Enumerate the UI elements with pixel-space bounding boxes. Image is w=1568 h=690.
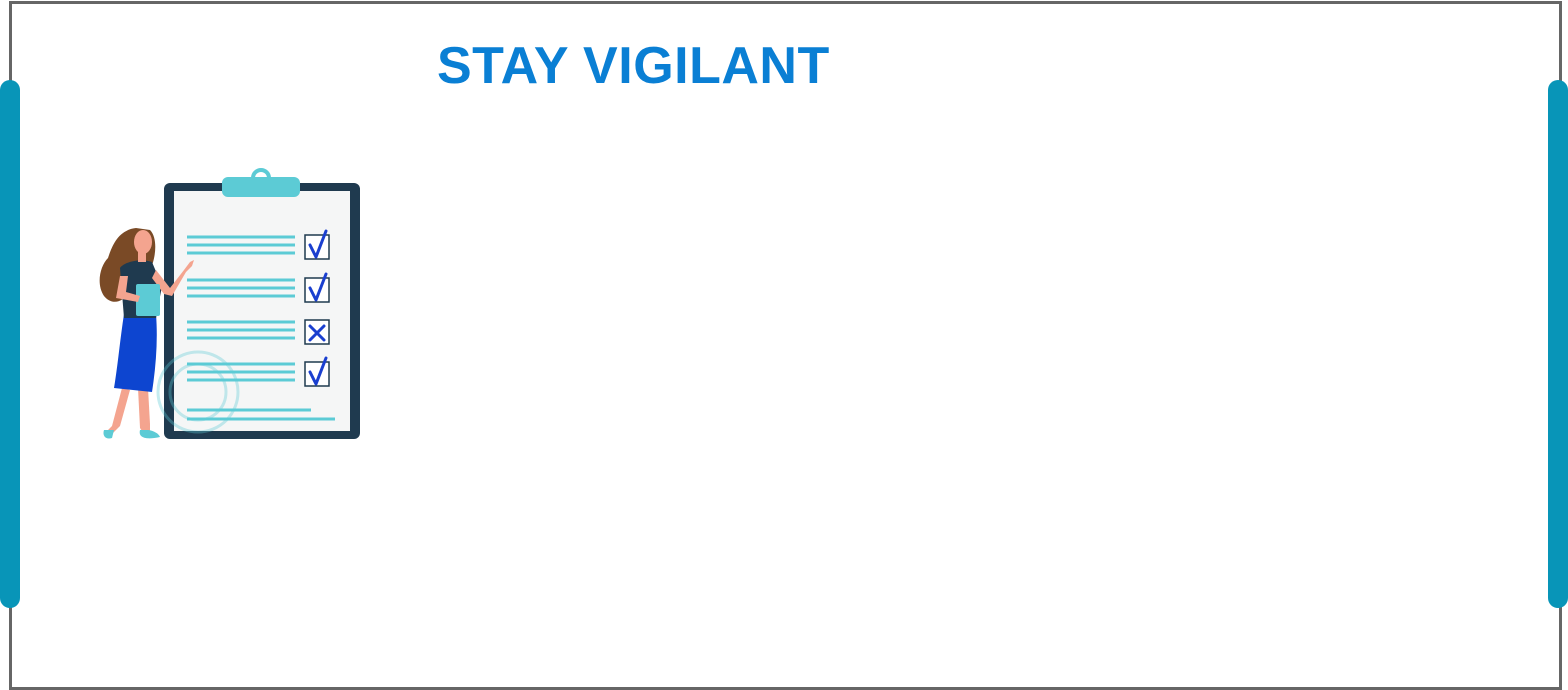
check-icon bbox=[308, 229, 328, 259]
left-accent-bar bbox=[0, 80, 20, 608]
checklist-row bbox=[187, 272, 330, 303]
checklist-illustration bbox=[99, 168, 360, 439]
checklist-row bbox=[187, 356, 330, 387]
clipboard-icon bbox=[164, 168, 360, 439]
checklist-rows bbox=[187, 229, 330, 387]
checklist-row bbox=[187, 229, 330, 260]
woman-figure-icon bbox=[99, 228, 194, 439]
page-title: STAY VIGILANT bbox=[437, 37, 830, 95]
cross-icon bbox=[308, 324, 326, 342]
right-accent-bar bbox=[1548, 80, 1568, 608]
checklist-footer-lines bbox=[187, 408, 335, 421]
check-icon bbox=[308, 272, 328, 302]
checklist-row bbox=[187, 319, 330, 345]
check-icon bbox=[308, 356, 328, 386]
